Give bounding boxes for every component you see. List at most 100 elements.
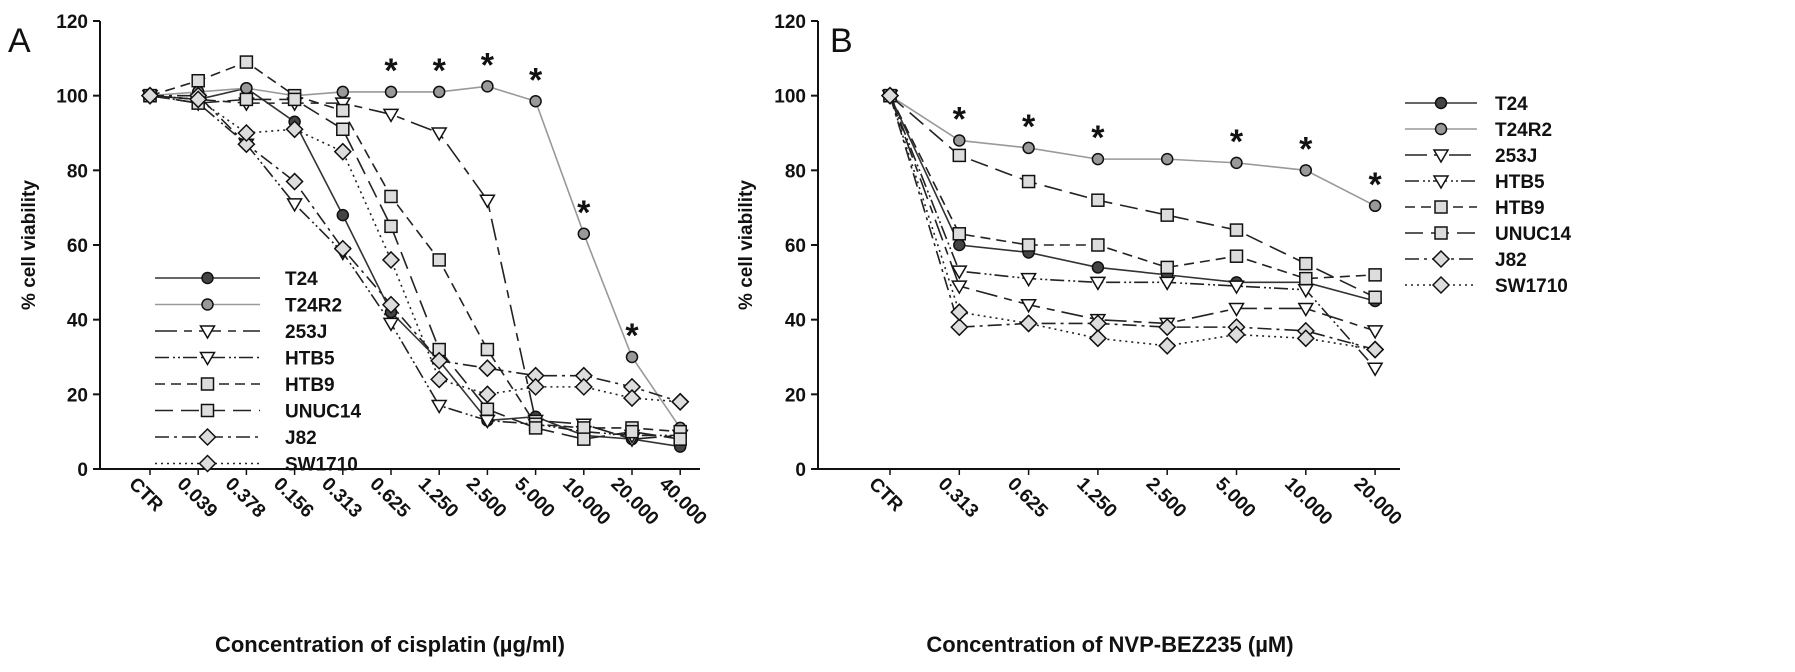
x-tick-label: 10.000 [558, 474, 614, 530]
legend-label: 253J [285, 322, 327, 343]
legend-label: HTB9 [285, 375, 335, 396]
data-point-UNUC14 [673, 432, 687, 446]
y-tick-label: 40 [67, 311, 88, 332]
significance-star: * [1299, 130, 1313, 168]
legend-label: UNUC14 [1495, 224, 1571, 245]
x-tick-label: 20.000 [1350, 474, 1406, 530]
data-point-SW1710 [1366, 340, 1385, 359]
legend-marker [1431, 275, 1451, 295]
data-point-T24 [336, 208, 350, 222]
series-line [149, 94, 681, 440]
significance-star: * [953, 100, 967, 138]
data-point-SW1710 [478, 385, 497, 404]
data-point-T24R2 [481, 80, 494, 93]
data-point-SW1710 [381, 250, 401, 269]
data-point-SW1710 [574, 377, 593, 396]
data-point-HTB9 [1229, 249, 1244, 263]
data-point-UNUC14 [1368, 290, 1382, 305]
legend-marker [199, 351, 216, 366]
series-line [889, 95, 1376, 351]
data-point-HTB9 [191, 73, 205, 88]
data-point-SW1710 [1296, 329, 1315, 348]
x-tick-label: 1.250 [1072, 474, 1120, 522]
series-line [149, 94, 681, 403]
series-line [889, 94, 1376, 207]
data-point-T24 [953, 238, 966, 252]
series-line [149, 85, 681, 429]
legend-label: T24R2 [1495, 120, 1552, 141]
significance-star: * [384, 52, 398, 90]
significance-star: * [1368, 166, 1382, 204]
significance-star: * [433, 52, 447, 90]
x-tick-label: 0.039 [173, 474, 221, 522]
data-point-HTB9 [952, 227, 967, 241]
data-point-253J [950, 280, 968, 295]
data-point-UNUC14 [287, 92, 302, 107]
data-point-HTB5 [1366, 362, 1384, 377]
legend-label: J82 [285, 428, 317, 449]
data-point-SW1710 [622, 389, 642, 408]
legend-marker [198, 427, 217, 447]
data-point-SW1710 [950, 303, 969, 322]
data-point-HTB5 [950, 265, 968, 280]
y-tick-label: 100 [774, 87, 806, 108]
series-T24 [889, 95, 1376, 302]
data-point-SW1710 [430, 370, 449, 389]
legend-label: 253J [1495, 146, 1537, 167]
data-point-T24R2 [1230, 156, 1243, 170]
data-point-T24R2 [1091, 152, 1105, 166]
data-point-UNUC14 [1229, 223, 1244, 237]
y-tick-label: 80 [785, 161, 806, 182]
series-J82 [889, 95, 1376, 351]
data-point-253J [382, 108, 400, 123]
y-tick-label: 120 [774, 12, 806, 33]
series-line [889, 95, 1376, 298]
data-point-HTB9 [577, 421, 591, 435]
data-point-HTB9 [1160, 260, 1174, 275]
series-line [889, 95, 1376, 302]
x-tick-label: 0.156 [269, 474, 317, 522]
legend-marker [198, 454, 217, 473]
data-point-SW1710 [671, 392, 690, 411]
legend-marker [199, 325, 216, 340]
data-point-UNUC14 [1160, 208, 1174, 222]
legend-marker [1434, 226, 1448, 240]
x-tick-label: 0.625 [365, 474, 414, 523]
legend: T24 T24R2 253J HTB5 HTB9 UNUC14 J82 SW1710 [155, 269, 361, 476]
legend-label: UNUC14 [285, 402, 361, 423]
data-point-T24 [1091, 261, 1105, 274]
chart-panel-B: B 0 20 40 60 80 100 120 CTR 0.313 0.625 1.250 2.500 5… [736, 12, 1571, 657]
legend-marker [1434, 96, 1448, 110]
x-tick-label: 1.250 [414, 474, 462, 522]
data-point-T24R2 [336, 85, 350, 99]
y-tick-label: 0 [77, 460, 88, 481]
legend-label: SW1710 [285, 455, 358, 476]
x-tick-label: 2.500 [1142, 474, 1190, 522]
data-point-T24R2 [529, 95, 542, 108]
data-point-SW1710 [237, 123, 256, 143]
panel-label: B [830, 22, 853, 60]
legend-marker [201, 271, 214, 285]
data-point-253J [430, 127, 448, 142]
panel-label: A [8, 22, 31, 60]
significance-star: * [529, 61, 543, 99]
y-tick-label: 60 [67, 236, 88, 257]
x-tick-label: 5.000 [510, 474, 558, 522]
data-point-T24R2 [1022, 141, 1035, 155]
legend: T24 T24R2 253J HTB5 HTB9 UNUC14 J82 SW1710 [1405, 94, 1571, 297]
x-axis-label: Concentration of NVP-BEZ235 (µM) [926, 632, 1293, 657]
y-tick-label: 120 [56, 12, 88, 33]
x-tick-label: 0.313 [317, 474, 365, 522]
series-HTB5 [149, 94, 681, 437]
data-point-SW1710 [526, 377, 545, 396]
y-tick-label: 20 [67, 385, 88, 406]
legend-label: HTB5 [285, 349, 335, 370]
data-point-SW1710 [880, 86, 900, 105]
legend-marker [1434, 200, 1448, 214]
data-point-UNUC14 [952, 148, 967, 163]
series-line [889, 95, 1376, 280]
legend-label: T24 [285, 269, 318, 290]
series-UNUC14 [149, 94, 681, 440]
data-point-HTB9 [1091, 238, 1105, 252]
data-point-UNUC14 [1091, 193, 1105, 207]
